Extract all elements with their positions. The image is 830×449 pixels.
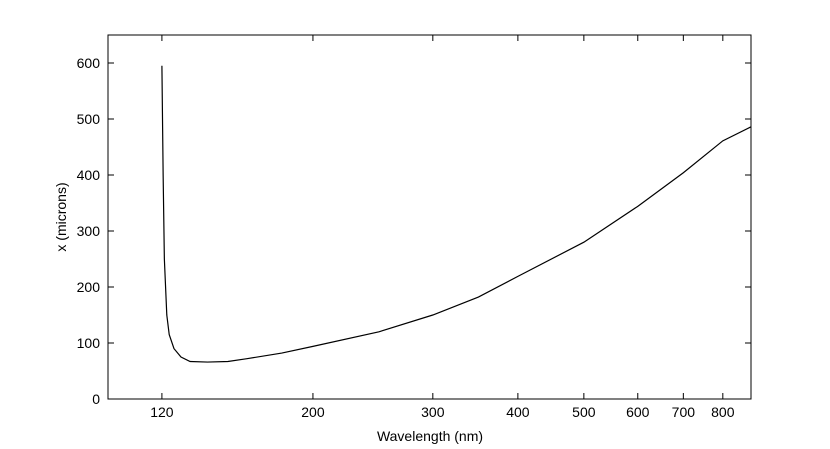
x-tick-label: 400 (506, 404, 530, 420)
x-axis-label: Wavelength (nm) (377, 428, 483, 444)
x-tick-label: 600 (626, 404, 650, 420)
y-tick-label: 200 (77, 279, 101, 295)
plot-frame (107, 34, 752, 400)
y-tick-label: 500 (77, 111, 101, 127)
y-tick-label: 600 (77, 55, 101, 71)
y-tick-label: 400 (77, 167, 101, 183)
data-line (161, 65, 752, 363)
y-tick-label: 300 (77, 223, 101, 239)
x-tick-label: 200 (301, 404, 325, 420)
y-tick-label: 100 (77, 335, 101, 351)
y-tick-label: 0 (92, 391, 100, 407)
x-tick-label: 800 (711, 404, 735, 420)
x-tick-label: 500 (572, 404, 596, 420)
x-tick-label: 300 (421, 404, 445, 420)
y-axis-label: x (microns) (53, 182, 69, 251)
x-tick-label: 700 (672, 404, 696, 420)
x-tick-label: 120 (150, 404, 174, 420)
